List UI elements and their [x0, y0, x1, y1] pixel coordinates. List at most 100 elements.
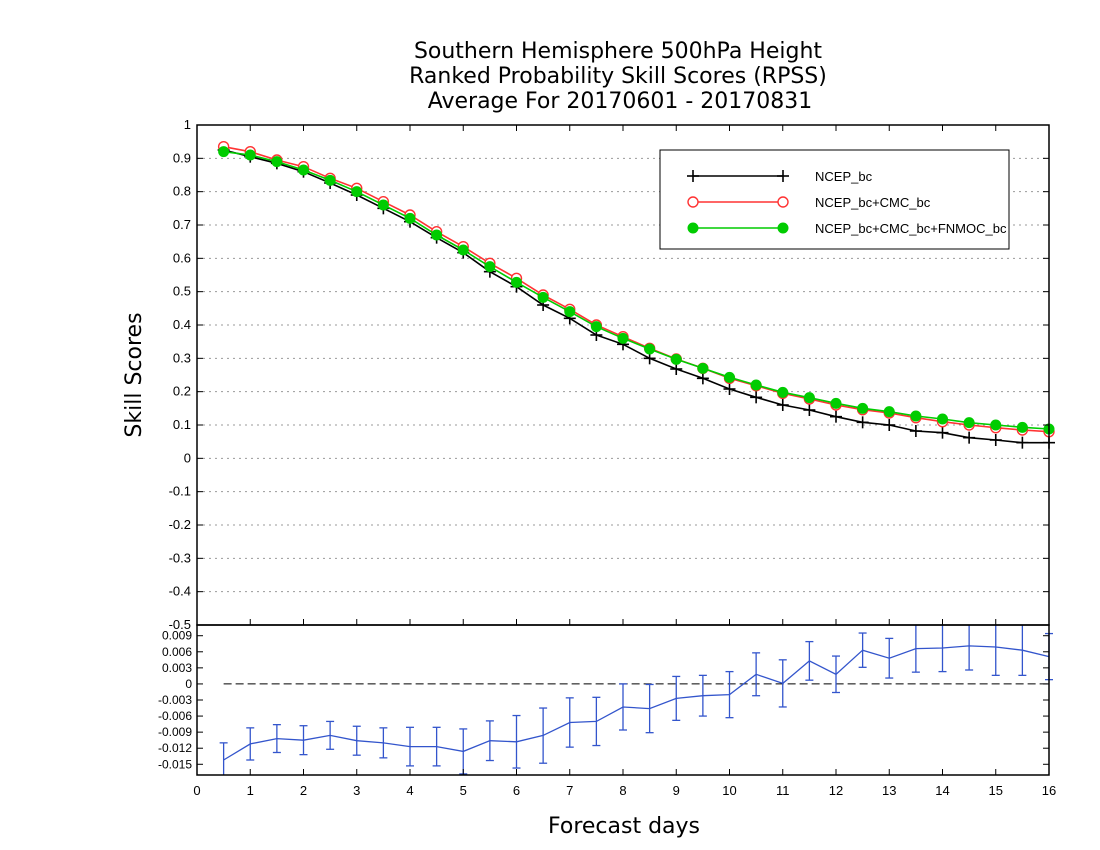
x-tick-label: 14: [935, 783, 949, 798]
legend-label: NCEP_bc: [815, 169, 873, 184]
legend-box: [659, 149, 1010, 250]
series-line: [223, 149, 1049, 444]
legend-entry: NCEP_bc+CMC_bc+FNMOC_bc: [687, 221, 1007, 236]
y-tick-label: 0: [185, 677, 192, 691]
data-point: [830, 397, 842, 409]
data-point: [324, 174, 336, 186]
series-NCEP_bc+CMC_bc+FNMOC_bc: [218, 146, 1055, 435]
data-point: [750, 379, 762, 391]
y-tick-label: 0.003: [162, 661, 192, 675]
y-tick-label: 0.1: [173, 417, 191, 432]
lower-panel-group: [219, 625, 1053, 775]
y-tick-label: -0.009: [158, 725, 192, 739]
y-tick-label: 0.009: [162, 629, 192, 643]
x-tick-label: 15: [989, 783, 1003, 798]
y-tick-label: 0.4: [173, 317, 191, 332]
x-tick-label: 9: [673, 783, 680, 798]
y-tick-label: 0: [184, 450, 191, 465]
upper-y-axis-ticks: 1 0.9 0.8 0.7 0.6 0.5 0.4 0.3 0.2 0.1 0 -0.1 -0.2 -0.…: [169, 117, 1049, 632]
y-tick-label: -0.4: [169, 584, 191, 599]
data-point: [457, 244, 469, 256]
y-tick-label: -0.006: [158, 709, 192, 723]
data-point: [963, 417, 975, 429]
data-point: [404, 212, 416, 224]
y-tick-label: 1: [184, 117, 191, 132]
data-point: [298, 164, 309, 176]
data-point: [617, 332, 629, 344]
data-point: [724, 371, 735, 383]
x-tick-label: 2: [300, 783, 307, 798]
upper-series-group: [217, 140, 1055, 449]
x-axis-label: Forecast days: [548, 814, 700, 839]
x-tick-label: 6: [513, 783, 520, 798]
data-point: [910, 410, 922, 422]
x-tick-label: 8: [619, 783, 626, 798]
legend-label: NCEP_bc+CMC_bc+FNMOC_bc: [815, 221, 1007, 236]
data-point: [644, 343, 656, 355]
data-point: [537, 291, 549, 303]
y-tick-label: 0.006: [162, 645, 192, 659]
x-tick-label: 3: [353, 783, 360, 798]
y-tick-label: -0.1: [169, 484, 191, 499]
data-point: [590, 321, 602, 333]
x-tick-label: 10: [722, 783, 736, 798]
data-point: [857, 402, 869, 414]
data-point: [564, 306, 576, 318]
y-axis-label: Skill Scores: [122, 312, 147, 437]
x-tick-label: 1: [247, 783, 254, 798]
chart-title-line1: Southern Hemisphere 500hPa Height: [414, 39, 822, 64]
x-tick-label: 4: [406, 783, 413, 798]
data-point: [218, 146, 230, 158]
data-point: [351, 186, 363, 198]
y-tick-label: -0.2: [169, 517, 191, 532]
x-tick-label: 5: [460, 783, 467, 798]
x-tick-label: 16: [1042, 783, 1056, 798]
chart-title-line2: Ranked Probability Skill Scores (RPSS): [409, 64, 827, 89]
data-point: [484, 261, 496, 273]
legend: NCEP_bc NCEP_bc+CMC_bc NCEP_bc+CMC_bc+FNMO…: [659, 149, 1010, 250]
legend-entry: NCEP_bc: [687, 169, 873, 184]
x-tick-label: 13: [882, 783, 896, 798]
legend-label: NCEP_bc+CMC_bc: [815, 195, 931, 210]
x-tick-label: 0: [193, 783, 200, 798]
y-tick-label: 0.2: [173, 384, 191, 399]
x-tick-label: 7: [566, 783, 573, 798]
data-point: [670, 353, 682, 365]
series-line: [223, 645, 1050, 761]
y-tick-label: 0.6: [173, 250, 191, 265]
y-tick-label: 0.5: [173, 284, 191, 299]
data-point: [431, 229, 443, 241]
y-tick-label: 0.9: [173, 150, 191, 165]
y-tick-label: -0.003: [158, 693, 192, 707]
data-point: [777, 386, 789, 398]
x-tick-label: 12: [829, 783, 843, 798]
y-tick-label: -0.5: [169, 617, 191, 632]
lower-y-axis-ticks: 0.009 0.006 0.003 0 -0.003 -0.006 -0.009 -0.012…: [158, 629, 1049, 771]
data-point: [687, 196, 699, 208]
x-axis-ticks: 0 1 2 3 4 5 6 7 8 9 10 11 12 13 14 15 16: [193, 125, 1056, 798]
data-point: [777, 222, 789, 234]
data-point: [883, 406, 895, 418]
y-tick-label: 0.3: [173, 350, 191, 365]
data-point: [1016, 421, 1028, 433]
difference-series: [219, 625, 1053, 775]
data-point: [511, 276, 522, 288]
data-point: [803, 392, 815, 404]
data-point: [377, 199, 389, 211]
y-tick-label: 0.7: [173, 217, 191, 232]
data-point: [271, 156, 283, 168]
legend-entry: NCEP_bc+CMC_bc: [687, 195, 931, 210]
chart-title-line3: Average For 20170601 - 20170831: [428, 89, 813, 114]
data-point: [990, 419, 1002, 431]
legend-items: NCEP_bc NCEP_bc+CMC_bc NCEP_bc+CMC_bc+FNMO…: [687, 169, 1007, 236]
y-tick-label: 0.8: [173, 184, 191, 199]
y-tick-label: -0.3: [169, 550, 191, 565]
data-point: [937, 413, 948, 425]
y-tick-label: -0.015: [158, 757, 192, 771]
data-point: [244, 149, 256, 161]
data-point: [687, 222, 699, 234]
data-point: [697, 362, 709, 374]
x-tick-label: 11: [776, 783, 790, 798]
data-point: [777, 196, 789, 208]
